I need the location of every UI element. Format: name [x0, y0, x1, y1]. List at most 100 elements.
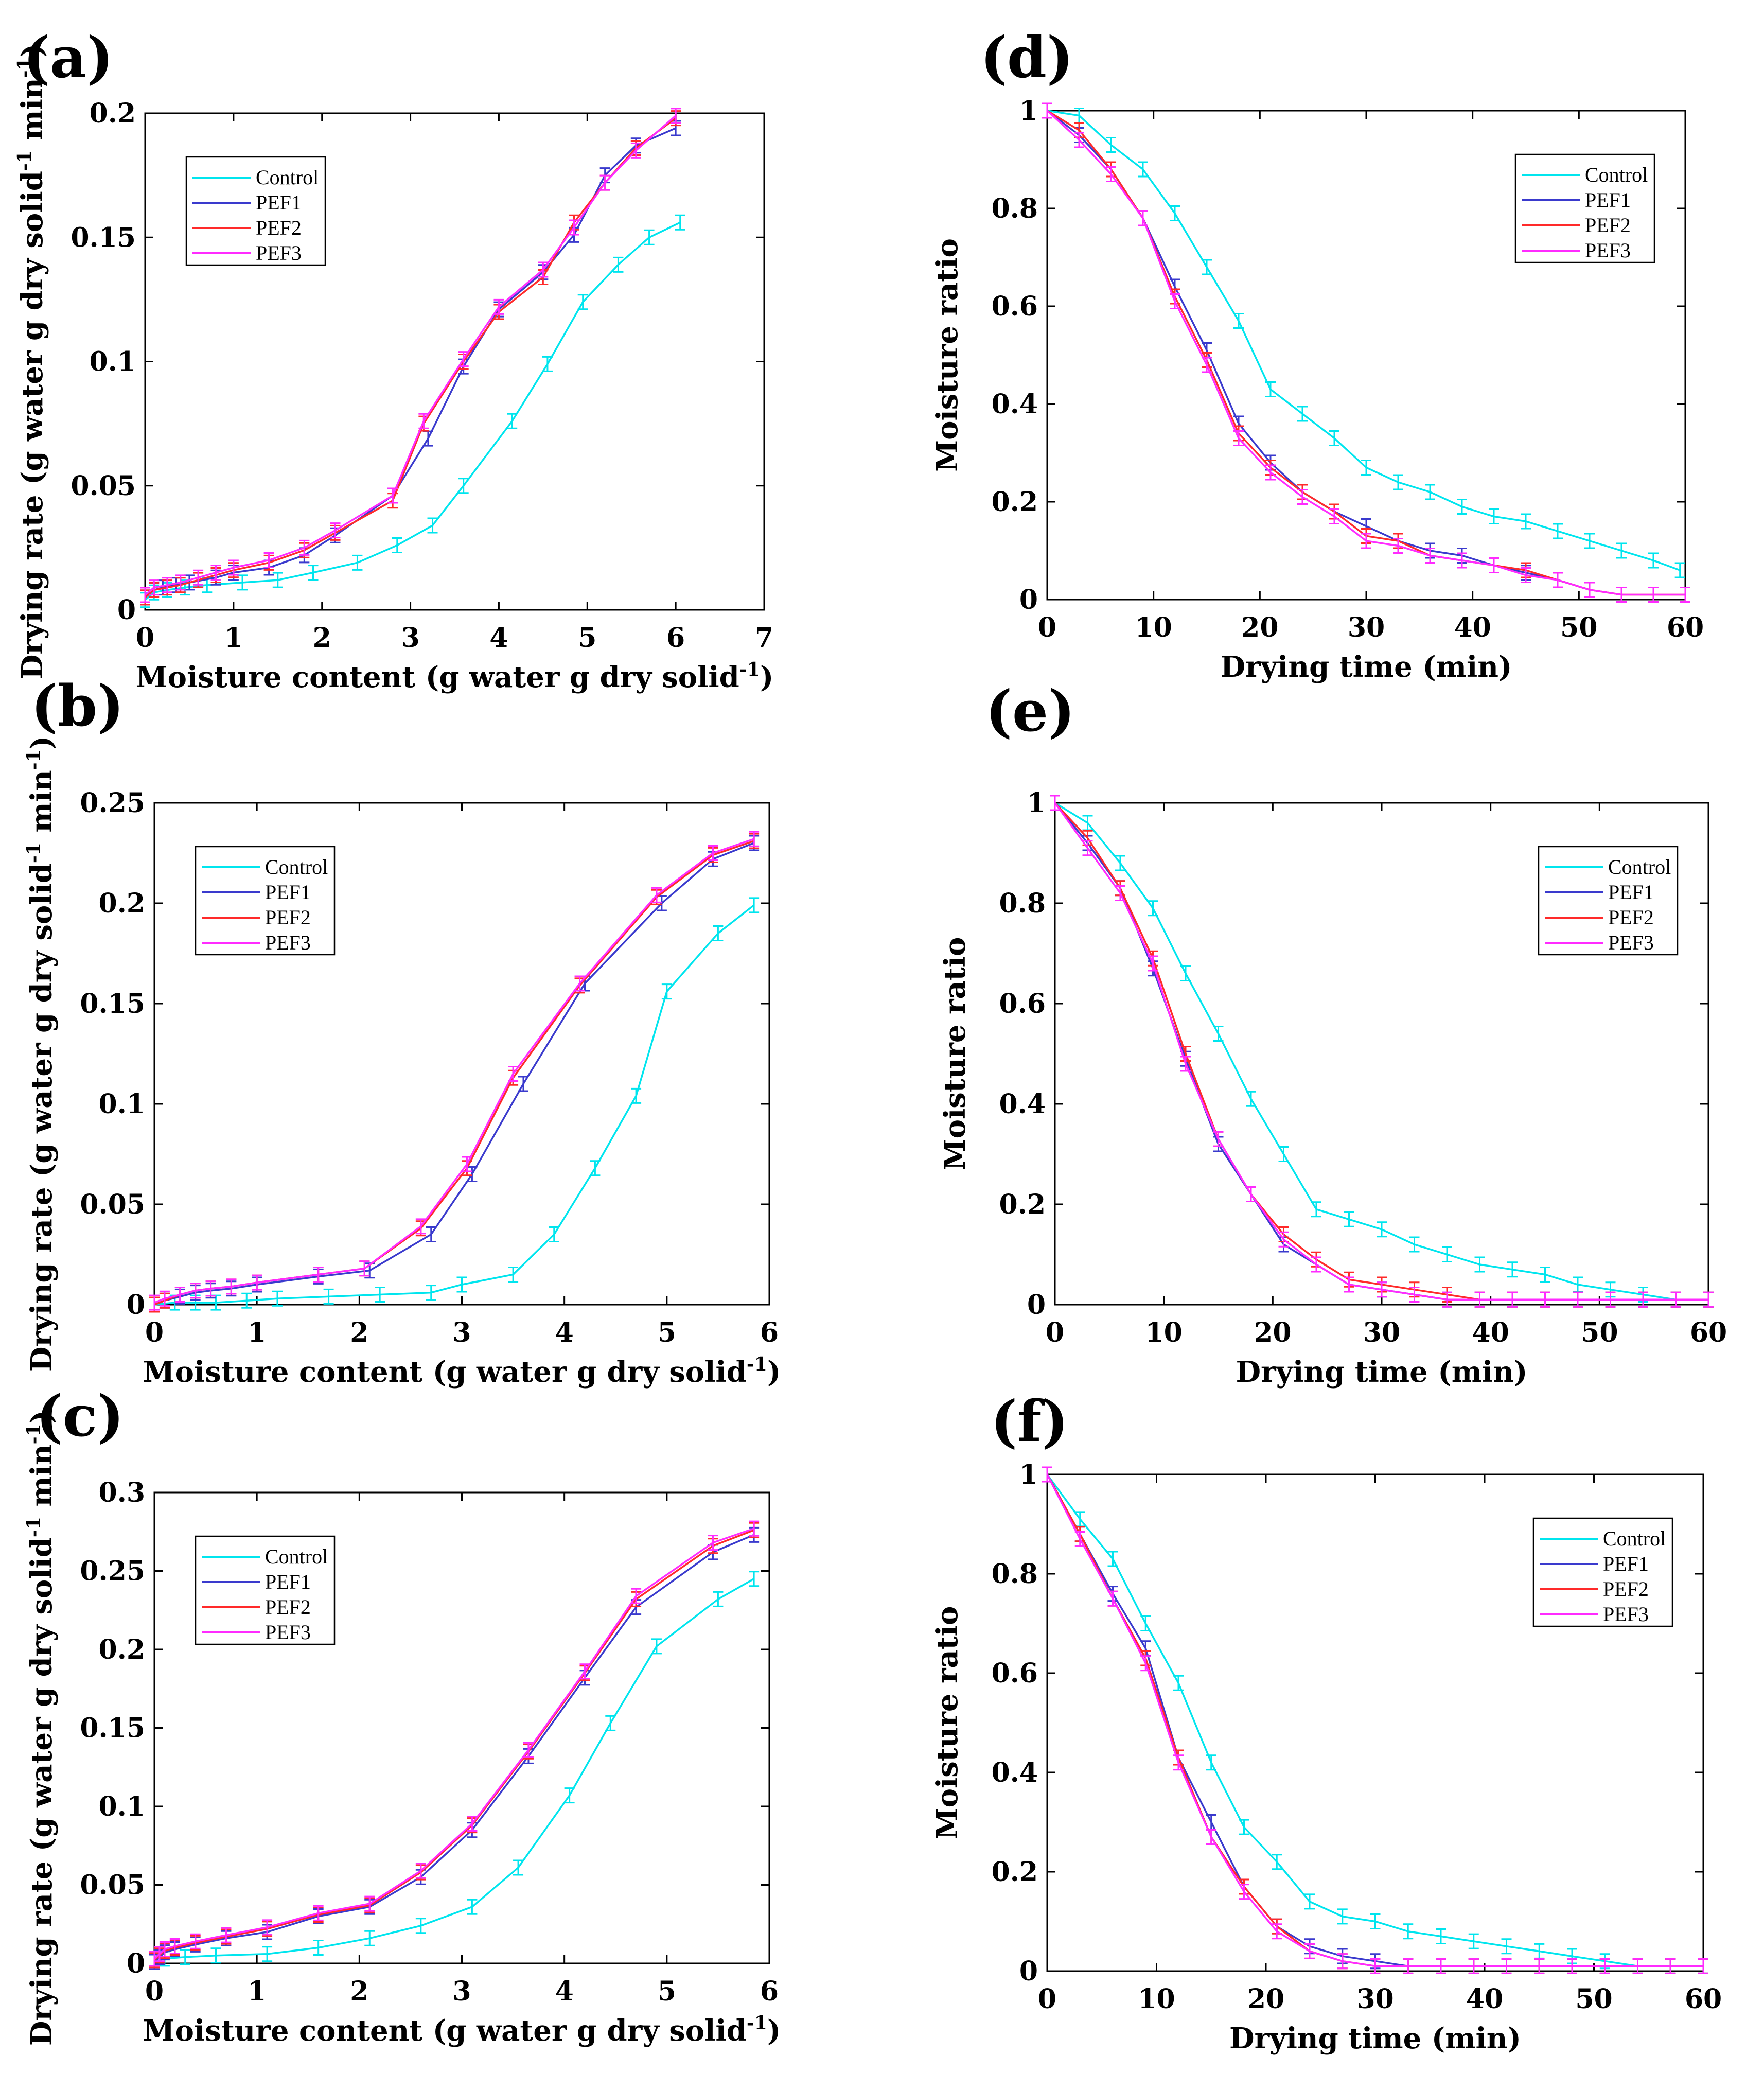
data-point-pef3 — [262, 1919, 273, 1936]
data-point-control — [1344, 1211, 1354, 1227]
data-point-pef3 — [462, 1156, 472, 1172]
x-axis-label-sup: -1 — [739, 659, 760, 680]
legend-item-pef2: PEF2 — [1545, 906, 1654, 929]
y-tick-label: 0 — [1019, 1956, 1038, 1987]
legend-label: PEF1 — [1608, 881, 1654, 904]
legend-item-pef3: PEF3 — [192, 241, 302, 265]
data-point-pef3 — [1170, 293, 1180, 309]
data-point-pef3 — [330, 522, 341, 539]
data-point-pef3 — [1468, 1958, 1479, 1974]
data-point-pef3 — [1180, 1056, 1191, 1072]
data-point-control — [262, 1946, 273, 1962]
x-tick-label: 0 — [1038, 612, 1056, 643]
legend-label: Control — [256, 166, 319, 189]
data-point-control — [1173, 1675, 1184, 1691]
data-point-control — [1180, 965, 1191, 981]
data-point-pef3 — [1246, 1186, 1256, 1202]
y-axis-label: Moisture ratio — [930, 238, 964, 472]
data-point-control — [590, 1160, 601, 1176]
data-point-pef3 — [210, 565, 221, 581]
data-point-pef3 — [1540, 1291, 1550, 1308]
y-axis-label-part: -1 — [23, 749, 45, 770]
x-tick-label: 0 — [145, 1976, 164, 2007]
series-line-control — [154, 904, 755, 1306]
data-point-control — [375, 1287, 385, 1303]
legend-item-control: Control — [1545, 855, 1671, 879]
data-point-pef3 — [140, 587, 150, 603]
data-point-control — [1148, 900, 1158, 917]
legend-item-control: Control — [1522, 163, 1648, 186]
y-axis-label-part: min — [15, 78, 49, 150]
data-point-pef3 — [313, 1267, 324, 1283]
y-tick-label: 0.8 — [992, 1558, 1038, 1590]
y-tick-label: 0.3 — [99, 1477, 145, 1508]
data-point-control — [1442, 1246, 1452, 1262]
data-point-pef3 — [1648, 587, 1659, 603]
y-axis-label-main: Drying rate (g water g dry solid — [25, 863, 59, 1372]
data-point-pef3 — [1638, 1291, 1648, 1308]
data-point-pef3 — [1605, 1291, 1616, 1308]
y-tick-label: 0.05 — [70, 470, 136, 502]
data-point-control — [1403, 1923, 1414, 1940]
data-point-control — [241, 1292, 252, 1309]
y-tick-label: 0.1 — [90, 346, 136, 378]
legend-item-pef1: PEF1 — [1540, 1552, 1649, 1575]
x-tick-label: 7 — [755, 622, 773, 654]
data-point-pef3 — [1042, 1466, 1052, 1483]
data-point-pef3 — [175, 574, 186, 591]
data-point-control — [661, 983, 672, 1000]
x-axis-label-sup: -1 — [747, 1354, 767, 1375]
data-point-control — [272, 1290, 283, 1307]
y-axis-label-main: Drying rate (g water g dry solid — [25, 1537, 59, 2046]
data-point-control — [713, 925, 724, 941]
x-tick-label: 60 — [1690, 1317, 1727, 1348]
data-point-control — [1425, 484, 1435, 500]
legend-box — [1532, 1517, 1673, 1627]
data-point-pef3 — [1703, 1291, 1714, 1308]
legend-item-pef3: PEF3 — [1545, 931, 1654, 954]
data-point-control — [605, 1715, 616, 1731]
y-tick-label: 0.2 — [992, 1856, 1038, 1888]
data-point-pef3 — [1632, 1958, 1643, 1974]
data-point-control — [237, 574, 248, 591]
legend-item-pef1: PEF1 — [202, 881, 311, 904]
y-tick-label: 0.15 — [80, 1713, 145, 1744]
data-point-pef3 — [1311, 1256, 1321, 1273]
data-point-pef3 — [1599, 1958, 1610, 1974]
data-point-control — [1468, 1933, 1479, 1949]
legend-item-control: Control — [202, 855, 328, 879]
data-point-control — [631, 1087, 642, 1104]
legend-item-pef2: PEF2 — [1540, 1577, 1649, 1601]
x-axis-label-main: Drying time (min) — [1229, 2022, 1521, 2056]
legend-label: PEF2 — [265, 906, 311, 929]
legend-label: PEF3 — [1603, 1603, 1649, 1626]
panel-a: (a) 0 1 2 3 4 5 6 7 0 0.05 0.1 0.15 0.2 Moisture conte… — [14, 24, 773, 694]
x-axis-label: Drying time (min) — [1221, 650, 1512, 684]
legend-label: Control — [265, 1545, 328, 1568]
data-point-pef3 — [1239, 1884, 1249, 1900]
x-tick-label: 3 — [401, 622, 419, 654]
data-point-pef3 — [1138, 210, 1148, 226]
data-point-pef1 — [518, 1076, 528, 1092]
data-point-control — [1489, 508, 1499, 524]
series-line-pef3 — [153, 1527, 754, 1960]
data-point-pef3 — [1665, 1958, 1676, 1974]
data-point-pef3 — [190, 1283, 201, 1299]
legend-item-pef3: PEF3 — [1522, 239, 1631, 262]
data-point-control — [392, 537, 402, 554]
data-point-pef3 — [1377, 1281, 1387, 1298]
y-tick-label: 0.05 — [80, 1870, 145, 1901]
x-tick-label: 30 — [1363, 1317, 1400, 1348]
legend-label: PEF1 — [1603, 1552, 1649, 1575]
data-point-control — [1377, 1221, 1387, 1238]
data-point-control — [272, 572, 283, 588]
data-point-pef3 — [1670, 1291, 1681, 1308]
data-point-pef3 — [1074, 1531, 1085, 1547]
data-point-pef3 — [159, 1941, 170, 1958]
data-point-pef3 — [1698, 1958, 1708, 1974]
data-point-control — [577, 294, 588, 310]
